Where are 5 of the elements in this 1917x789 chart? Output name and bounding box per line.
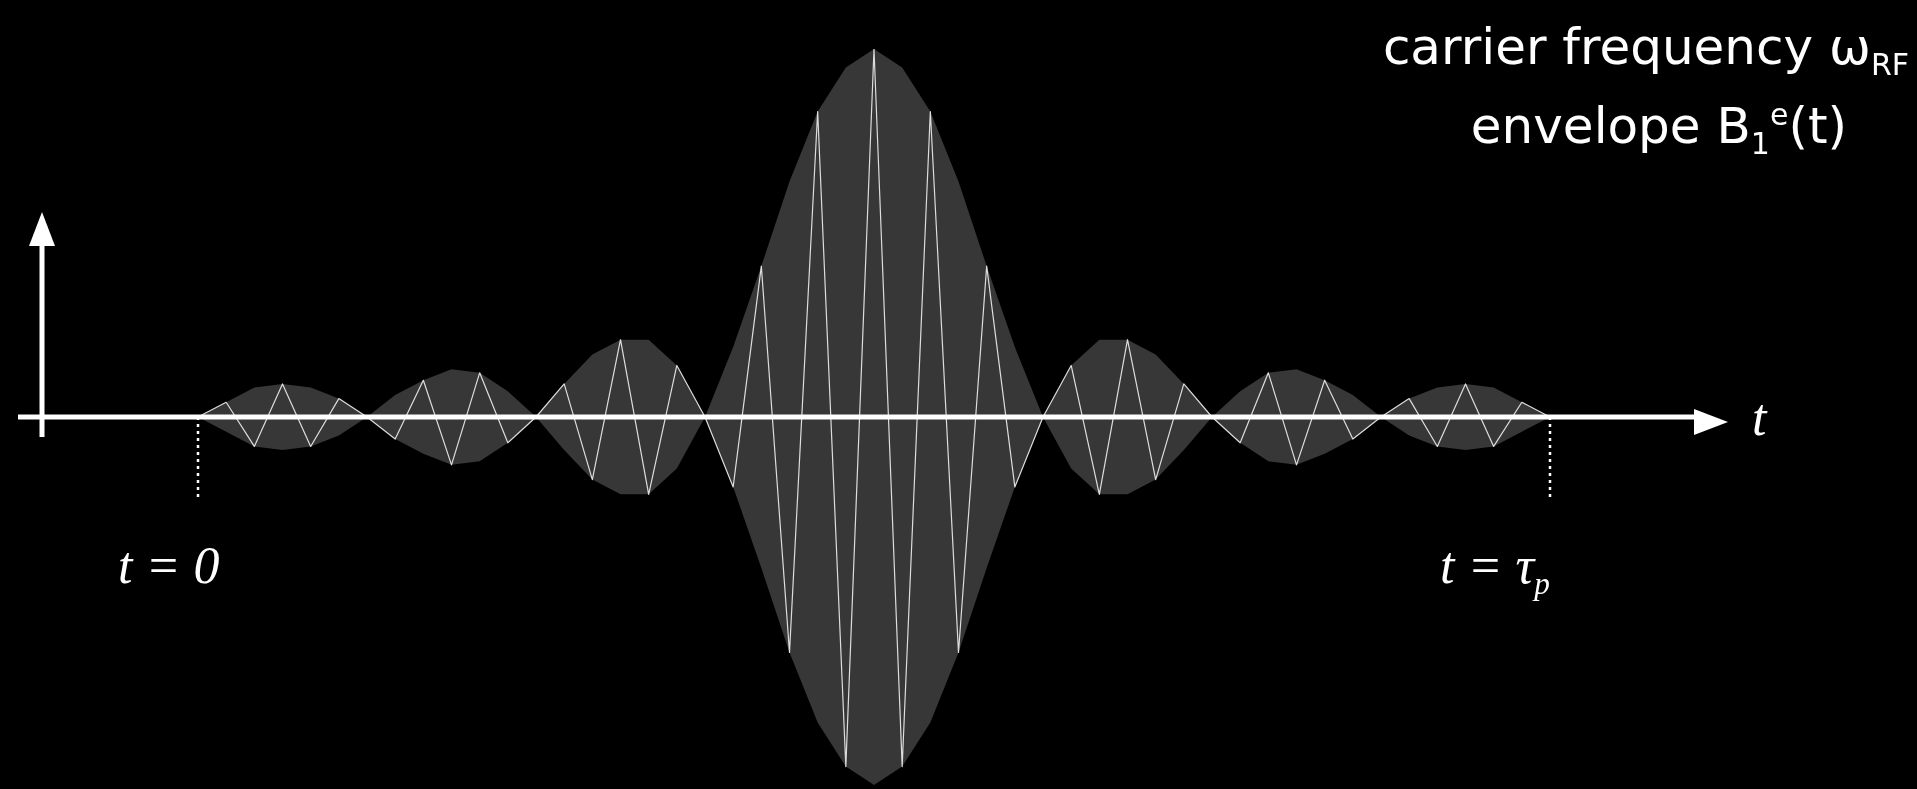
annotation: carrier frequency ω$_{RF}$	[1382, 18, 1909, 82]
annotation: t = τ$_{p}$	[1440, 537, 1550, 602]
x-axis-title: t	[1752, 389, 1767, 446]
annotation: envelope B$_{1}$$^{e}$(t)	[1470, 96, 1847, 161]
annotation: t = 0	[118, 537, 220, 594]
